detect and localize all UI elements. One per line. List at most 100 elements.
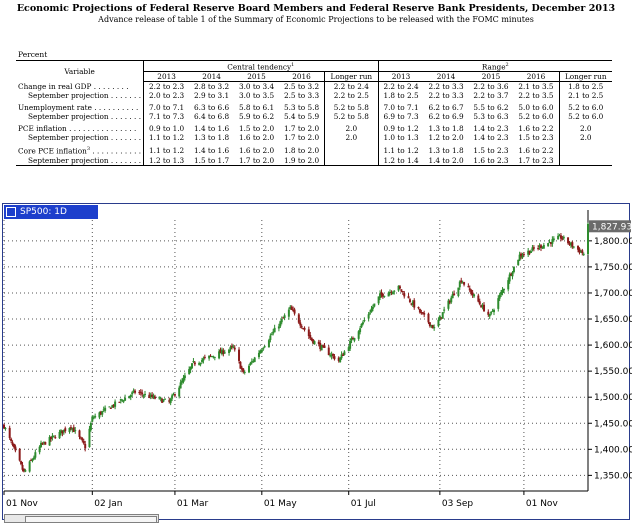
candle-body bbox=[502, 288, 505, 291]
candle-body bbox=[569, 242, 572, 246]
candle-body bbox=[152, 395, 155, 398]
range-cell: 5.0 to 6.0 bbox=[518, 103, 554, 113]
window-menu-icon[interactable] bbox=[6, 206, 16, 217]
candle-body bbox=[421, 312, 424, 314]
page-header: Economic Projections of Federal Reserve … bbox=[0, 3, 632, 25]
range-year-header: Longer run bbox=[558, 71, 612, 83]
central-cell: 1.7 to 2.0 bbox=[234, 155, 280, 166]
candle-body bbox=[342, 354, 345, 356]
chart-title-bar[interactable]: SP500: 1D bbox=[4, 205, 98, 219]
candle-body bbox=[337, 357, 340, 361]
candle-body bbox=[109, 407, 112, 409]
candle-body bbox=[10, 438, 13, 441]
candle-body bbox=[433, 326, 436, 329]
candle-body bbox=[41, 443, 44, 445]
candle-body bbox=[230, 345, 233, 347]
y-tick-label: 1,650.00 bbox=[594, 315, 632, 325]
candle-body bbox=[277, 326, 280, 329]
central-year-header: Longer run bbox=[324, 71, 379, 83]
y-tick-label: 1,350.00 bbox=[594, 471, 632, 481]
candle-body bbox=[578, 248, 581, 253]
range-cell: 1.4 to 2.0 bbox=[423, 155, 469, 166]
x-tick-label: 01 Mar bbox=[177, 499, 209, 509]
candle-body bbox=[427, 313, 430, 323]
candle-body bbox=[158, 397, 161, 399]
variable-header: Variable bbox=[16, 59, 144, 82]
candle-body bbox=[508, 274, 511, 282]
candle-body bbox=[270, 334, 273, 336]
candle-body bbox=[512, 266, 515, 273]
candle-body bbox=[82, 441, 85, 444]
chart-title: SP500: 1D bbox=[20, 207, 67, 217]
central-year-header: 2015 bbox=[234, 71, 280, 83]
candle-body bbox=[391, 292, 394, 295]
candle-body bbox=[290, 306, 293, 311]
scrollbar-thumb[interactable] bbox=[25, 516, 157, 523]
candle-body bbox=[78, 430, 81, 437]
candle-body bbox=[193, 362, 196, 365]
range-cell: 1.2 to 2.0 bbox=[428, 133, 464, 143]
candle-body bbox=[239, 361, 242, 369]
candle-body bbox=[501, 289, 504, 294]
candle-body bbox=[189, 366, 192, 371]
central-year-header: 2014 bbox=[189, 71, 235, 83]
range-cell: 6.2 to 6.7 bbox=[428, 103, 464, 113]
candle-body bbox=[79, 437, 82, 439]
candle-body bbox=[247, 365, 250, 373]
table-body: Change in real GDP . . . . . . . . 2.2 t… bbox=[16, 81, 612, 166]
candle-body bbox=[448, 301, 451, 303]
candle-body bbox=[280, 318, 283, 323]
central-year-header: 2016 bbox=[279, 71, 325, 83]
candle-body bbox=[282, 317, 285, 319]
range-cell: 5.3 to 6.3 bbox=[473, 112, 509, 122]
central-cell: 1.6 to 2.0 bbox=[238, 133, 275, 143]
central-cell: 2.8 to 3.2 bbox=[193, 82, 230, 92]
price-chart[interactable]: 1,350.00 1,400.00 1,450.00 1,500.00 1,550.00… bbox=[0, 200, 632, 525]
candle-body bbox=[219, 350, 222, 354]
range-cell: 6.2 to 6.9 bbox=[428, 112, 464, 122]
candle-body bbox=[460, 280, 463, 283]
candle-body bbox=[151, 394, 154, 398]
table-row: September projection . . . . . . . 1.1 to… bbox=[16, 133, 612, 143]
range-year-header: 2015 bbox=[468, 71, 514, 83]
y-tick-label: 1,550.00 bbox=[594, 367, 632, 377]
candle-body bbox=[199, 362, 202, 365]
candle-body bbox=[128, 395, 131, 399]
central-cell: 1.3 to 1.8 bbox=[193, 133, 230, 143]
candle-body bbox=[408, 299, 411, 303]
candle-body bbox=[481, 305, 484, 307]
range-cell: 5.2 to 6.0 bbox=[558, 100, 612, 113]
candle-body bbox=[84, 443, 87, 449]
candle-body bbox=[149, 394, 152, 397]
range-cell: 1.6 to 2.2 bbox=[518, 124, 554, 134]
y-tick-label: 1,500.00 bbox=[594, 393, 632, 403]
candle-body bbox=[182, 377, 185, 382]
range-year-header: 2016 bbox=[513, 71, 559, 83]
central-cell: 5.2 to 5.8 bbox=[324, 112, 379, 122]
candle-body bbox=[283, 315, 286, 318]
central-cell: 3.0 to 3.4 bbox=[238, 82, 275, 92]
candle-body bbox=[363, 320, 366, 322]
candle-body bbox=[548, 241, 551, 243]
candle-body bbox=[20, 461, 23, 465]
candle-body bbox=[389, 291, 392, 293]
candle-body bbox=[488, 314, 491, 317]
central-cell: 7.1 to 7.3 bbox=[143, 112, 190, 122]
candle-body bbox=[541, 247, 544, 249]
candle-body bbox=[250, 361, 253, 363]
central-cell: 5.8 to 6.1 bbox=[238, 103, 275, 113]
candle-body bbox=[168, 400, 171, 402]
central-cell: 5.3 to 5.8 bbox=[283, 103, 320, 113]
candle-body bbox=[91, 416, 94, 422]
candle-body bbox=[252, 360, 255, 362]
range-cell: 1.5 to 2.3 bbox=[473, 146, 509, 156]
candle-body bbox=[377, 296, 380, 304]
candle-body bbox=[322, 345, 325, 347]
range-cell: 6.9 to 7.3 bbox=[377, 112, 424, 122]
horizontal-scrollbar[interactable] bbox=[4, 514, 159, 523]
candle-body bbox=[111, 405, 114, 408]
candle-body bbox=[212, 356, 215, 358]
candle-body bbox=[213, 356, 216, 358]
candle-body bbox=[530, 251, 533, 253]
candle-body bbox=[38, 446, 41, 453]
